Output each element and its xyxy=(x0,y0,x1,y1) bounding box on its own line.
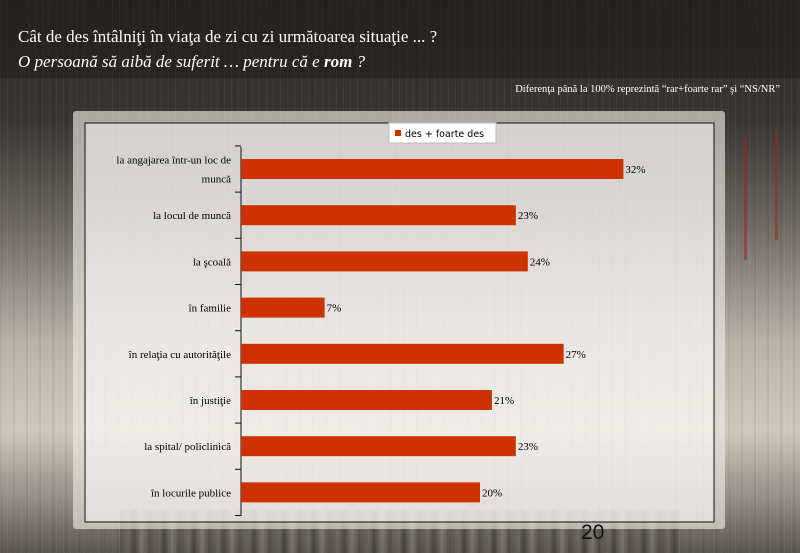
bar xyxy=(241,297,325,318)
background-stripe xyxy=(744,140,747,260)
bar xyxy=(241,343,564,364)
subtitle-emphasis: rom xyxy=(323,52,353,71)
bar xyxy=(241,390,492,410)
data-label: 23% xyxy=(518,210,538,222)
category-label: la spital/ policlinică xyxy=(144,441,231,453)
subtitle-text: O persoană să aibă de suferit … pentru c… xyxy=(18,52,324,71)
legend-swatch xyxy=(395,130,401,136)
header-band xyxy=(0,0,800,78)
data-label: 7% xyxy=(327,303,342,315)
legend-label: des + foarte des xyxy=(405,129,484,140)
data-label: 32% xyxy=(625,164,645,176)
data-label: 21% xyxy=(494,395,514,407)
footnote: Diferenţa până la 100% reprezintă “rar+f… xyxy=(515,84,780,95)
chart-panel: des + foarte des 32% la angajarea într-un … xyxy=(73,111,725,529)
background-stripe xyxy=(775,130,778,240)
bar xyxy=(241,205,516,226)
data-label: 20% xyxy=(482,487,502,499)
legend: des + foarte des xyxy=(388,122,497,144)
category-label: la locul de muncă xyxy=(153,210,231,222)
category-label: la angajarea într-un loc de xyxy=(116,155,231,167)
bar xyxy=(241,251,528,272)
category-label: în relaţia cu autorităţile xyxy=(128,349,231,361)
page-number: 20 xyxy=(581,521,605,544)
data-label: 23% xyxy=(518,441,538,453)
category-label: muncă xyxy=(202,174,231,186)
data-label: 24% xyxy=(530,256,550,268)
bar-chart: des + foarte des 32% la angajarea într-un … xyxy=(84,122,715,523)
bar xyxy=(241,159,624,179)
bar xyxy=(241,436,516,457)
legend-box xyxy=(388,122,497,144)
category-label: în familie xyxy=(188,303,232,315)
data-label: 27% xyxy=(566,349,586,361)
slide-subtitle: O persoană să aibă de suferit … pentru c… xyxy=(18,52,365,72)
category-label: la şcoală xyxy=(193,256,231,268)
bar xyxy=(241,482,480,503)
slide-title: Cât de des întâlniţi în viaţa de zi cu z… xyxy=(18,27,438,46)
category-label: în locurile publice xyxy=(150,487,231,499)
subtitle-end: ? xyxy=(352,52,366,71)
plot-area xyxy=(84,122,715,523)
category-label: în justiţie xyxy=(189,395,231,407)
